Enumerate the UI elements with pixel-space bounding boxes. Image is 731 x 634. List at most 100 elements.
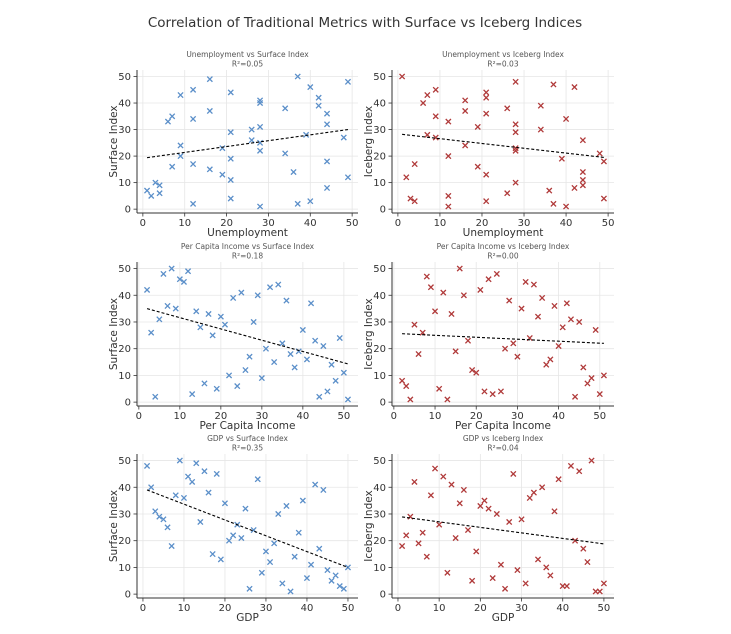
y-tick-label: 0 <box>125 398 131 409</box>
data-point <box>176 457 183 464</box>
data-point <box>411 321 418 328</box>
data-point <box>419 529 426 536</box>
x-tick-label: 30 <box>260 603 273 614</box>
y-tick-label: 10 <box>118 371 131 382</box>
data-point <box>279 340 286 347</box>
data-point <box>225 372 233 379</box>
data-point <box>190 200 197 207</box>
data-point <box>291 364 298 371</box>
data-point <box>190 86 197 93</box>
y-tick-label: 50 <box>373 456 386 467</box>
data-point <box>234 383 241 390</box>
data-point <box>219 145 226 152</box>
data-point <box>445 192 452 199</box>
data-point <box>469 367 476 374</box>
data-point <box>328 577 335 584</box>
subplot-2: 0 10 20 30 40 50 0 10 20 30 40 50 Unemployment vs Ic… <box>363 50 614 239</box>
data-point <box>230 532 237 539</box>
data-point <box>504 190 511 197</box>
y-tick-label: 20 <box>373 536 386 547</box>
data-point <box>518 516 525 523</box>
data-point <box>344 564 352 571</box>
y-tick-label: 40 <box>373 99 386 110</box>
y-tick-label: 0 <box>125 205 131 216</box>
data-point <box>551 302 558 310</box>
data-point <box>193 308 200 315</box>
data-point <box>584 380 591 387</box>
data-point <box>148 192 155 199</box>
data-point <box>512 78 519 85</box>
data-point <box>282 150 289 157</box>
data-point <box>600 195 607 202</box>
data-point <box>539 484 546 491</box>
data-point <box>550 81 557 88</box>
data-point <box>489 391 496 398</box>
data-point <box>168 265 175 272</box>
data-point <box>197 324 204 331</box>
data-point <box>143 187 151 194</box>
x-tick-label: 50 <box>602 218 615 229</box>
data-point <box>592 326 599 334</box>
data-point <box>501 585 509 592</box>
data-point <box>168 542 175 550</box>
data-point <box>485 276 492 283</box>
data-point <box>537 126 544 133</box>
data-point <box>497 388 505 395</box>
data-point <box>307 561 315 568</box>
data-point <box>411 198 418 205</box>
data-point <box>271 540 278 547</box>
data-point <box>469 577 476 584</box>
data-point <box>201 380 208 387</box>
data-point <box>514 353 521 360</box>
y-axis-label: Iceberg Index <box>363 298 375 370</box>
data-point <box>156 316 163 323</box>
data-point <box>227 195 234 202</box>
data-point <box>420 99 427 107</box>
data-point <box>221 500 229 507</box>
data-point <box>436 521 443 528</box>
x-tick-label: 30 <box>511 411 524 422</box>
x-tick-label: 20 <box>219 603 232 614</box>
trend-line <box>146 489 349 568</box>
data-point <box>555 476 562 483</box>
data-point <box>340 134 347 141</box>
x-tick-label: 50 <box>598 603 611 614</box>
r-squared-label: R²=0.05 <box>232 60 263 69</box>
data-point <box>299 326 306 334</box>
y-tick-label: 40 <box>118 483 131 494</box>
data-point <box>474 123 481 130</box>
data-point <box>407 195 414 202</box>
y-tick-label: 20 <box>118 152 131 163</box>
data-point <box>295 529 302 536</box>
data-point <box>558 155 565 162</box>
x-axis-label: Per Capita Income <box>455 420 551 432</box>
x-tick-label: 10 <box>429 411 442 422</box>
data-point <box>448 481 455 488</box>
data-point <box>256 123 264 130</box>
data-point <box>530 489 537 496</box>
data-point <box>460 486 467 493</box>
data-point <box>328 361 335 368</box>
data-point <box>344 174 352 181</box>
data-point <box>571 184 578 191</box>
y-tick-label: 40 <box>118 99 131 110</box>
data-point <box>287 350 294 358</box>
x-tick-label: 40 <box>296 411 309 422</box>
data-point <box>172 492 179 499</box>
data-point <box>559 324 566 331</box>
data-point <box>266 559 274 566</box>
x-tick-label: 30 <box>515 603 528 614</box>
data-point <box>197 518 204 526</box>
data-point <box>206 107 213 115</box>
data-point <box>248 126 255 133</box>
data-point <box>143 286 151 293</box>
data-point <box>600 580 607 587</box>
data-point <box>315 94 322 101</box>
data-point <box>148 484 155 491</box>
data-point <box>336 334 343 342</box>
data-point <box>399 542 406 550</box>
data-point <box>543 564 550 571</box>
trend-line <box>146 129 349 159</box>
data-point <box>219 171 226 178</box>
